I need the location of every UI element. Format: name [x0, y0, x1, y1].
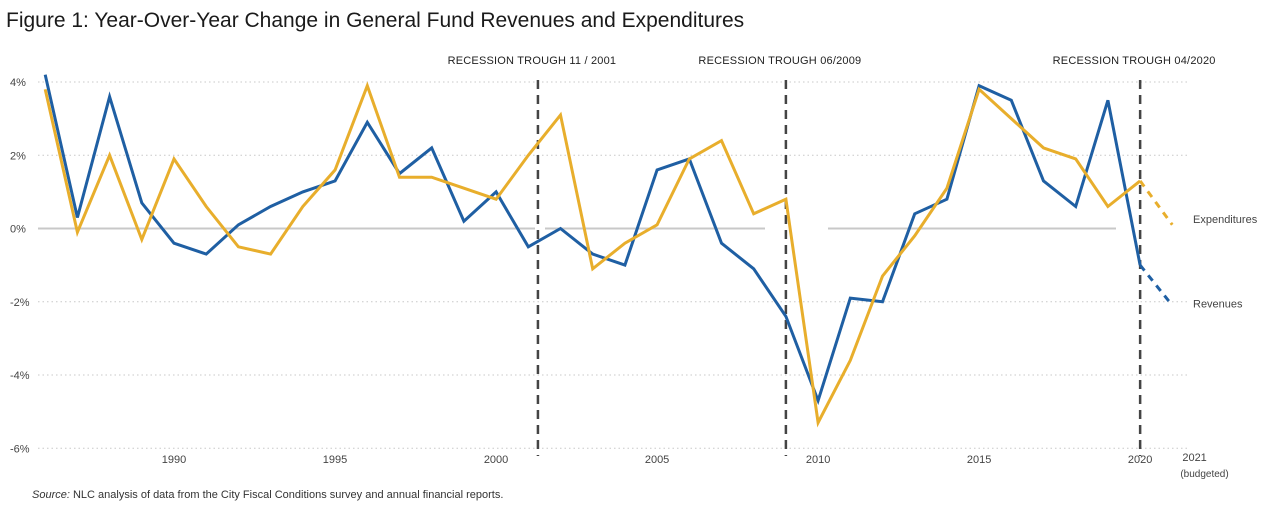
revenues-projected-line — [1138, 264, 1174, 307]
x-tick-label: 1990 — [162, 454, 186, 466]
chart-area: 4% 2% 0% -2% -4% -6% 1990 1995 2000 2005 2010 2015 2… — [10, 55, 1258, 480]
x-tick-label-2021: 2021 — [1182, 452, 1206, 464]
x-tick-label: 2010 — [806, 454, 830, 466]
x-tick-label-budgeted: (budgeted) — [1180, 469, 1228, 480]
y-tick-label: -2% — [10, 297, 30, 309]
source-label: Source: — [32, 489, 70, 501]
revenues-line — [43, 74, 1142, 406]
recession-label: RECESSION TROUGH 11 / 2001 — [448, 55, 617, 67]
recession-label: RECESSION TROUGH 06/2009 — [698, 55, 861, 67]
y-tick-label: 2% — [10, 150, 26, 162]
y-tick-label: -6% — [10, 443, 30, 455]
x-tick-label: 2005 — [645, 454, 669, 466]
x-tick-label: 2015 — [967, 454, 991, 466]
y-tick-label: 0% — [10, 224, 26, 236]
x-tick-label: 2000 — [484, 454, 508, 466]
x-tick-label: 2020 — [1128, 454, 1152, 466]
expenditures-label: Expenditures — [1193, 214, 1258, 226]
revenues-label: Revenues — [1193, 298, 1243, 310]
source-text: NLC analysis of data from the City Fisca… — [69, 489, 504, 501]
expenditures-line — [43, 81, 1142, 428]
source-note: Source: NLC analysis of data from the Ci… — [32, 489, 503, 501]
y-tick-label: -4% — [10, 370, 30, 382]
chart-title: Figure 1: Year-Over-Year Change in Gener… — [6, 9, 745, 32]
expenditures-projected-line — [1138, 180, 1174, 226]
y-tick-label: 4% — [10, 77, 26, 89]
recession-label: RECESSION TROUGH 04/2020 — [1053, 55, 1216, 67]
x-tick-label: 1995 — [323, 454, 347, 466]
